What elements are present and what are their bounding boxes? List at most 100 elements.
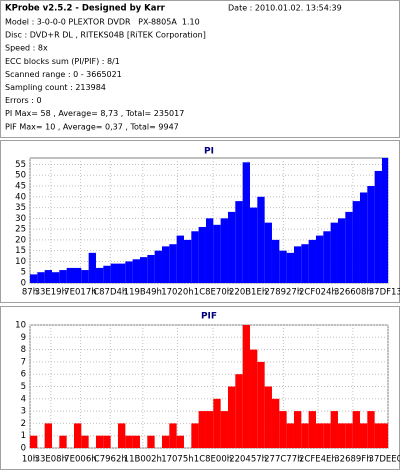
bar: [154, 250, 162, 283]
scan-date: Date : 2010.01.02. 13:54:39: [228, 4, 342, 13]
x-tick-label: C7962h: [94, 455, 127, 465]
bar: [132, 435, 140, 448]
x-tick-label: 11B002h: [124, 455, 162, 465]
y-tick-label: 5: [21, 268, 26, 278]
bar: [30, 435, 38, 448]
bar: [81, 435, 89, 448]
bar: [125, 261, 133, 283]
bar: [323, 231, 331, 283]
y-tick-label: 2: [21, 419, 26, 429]
bar: [249, 349, 258, 448]
y-tick-label: 1: [21, 431, 26, 441]
bar: [227, 211, 236, 283]
bar: [125, 435, 133, 448]
bar: [359, 192, 368, 283]
bar: [286, 252, 294, 283]
bar: [308, 239, 316, 283]
bar: [176, 435, 184, 448]
bar: [330, 411, 338, 448]
x-tick-label: 7E006h: [64, 455, 96, 465]
info-line: PI Max= 58 , Average= 8,73 , Total= 2350…: [5, 109, 184, 118]
bar: [139, 257, 148, 283]
y-tick-label: 20: [15, 235, 26, 245]
bar: [367, 186, 375, 283]
bar: [220, 218, 228, 283]
y-tick-label: 55: [15, 160, 26, 170]
bar: [191, 231, 199, 283]
y-tick-label: 45: [15, 182, 26, 192]
x-tick-label: 119B49h: [124, 288, 162, 298]
bar: [264, 222, 272, 283]
x-tick-label: 1C8E00h: [194, 455, 232, 465]
bar: [374, 423, 382, 448]
bar: [117, 423, 126, 448]
bar: [103, 435, 111, 448]
bar: [337, 423, 346, 448]
x-tick-label: 87h: [22, 288, 38, 298]
info-line: Scanned range : 0 - 3665021: [5, 70, 122, 79]
bar: [315, 423, 324, 448]
bar: [235, 374, 243, 448]
y-tick-label: 10: [15, 257, 26, 267]
bar: [374, 170, 382, 283]
bar: [37, 272, 45, 283]
x-tick-label: 2CF024h: [299, 288, 337, 298]
bar: [330, 222, 338, 283]
bar: [81, 270, 89, 283]
x-tick-label: 7E017h: [64, 288, 96, 298]
info-line: Disc : DVD+R DL , RITEKS04B [RiTEK Corpo…: [5, 31, 206, 40]
bar: [44, 270, 52, 283]
bar: [132, 259, 140, 283]
x-tick-label: 17075h: [161, 455, 193, 465]
x-tick-label: 2CFE4Eh: [299, 455, 337, 465]
bar: [249, 207, 258, 283]
bar: [147, 435, 155, 448]
x-tick-label: 220B1Eh: [229, 288, 267, 298]
x-tick-label: 37DF13h: [369, 288, 400, 298]
y-tick-label: 5: [21, 382, 26, 392]
x-tick-label: 33E08h: [35, 455, 67, 465]
bar: [110, 263, 118, 283]
bar: [352, 201, 360, 283]
bar: [191, 423, 199, 448]
bar: [257, 361, 265, 448]
info-line: Errors : 0: [5, 96, 42, 105]
bar: [51, 272, 60, 283]
chart-title: PI: [204, 147, 214, 157]
x-tick-label: 277C77h: [264, 455, 302, 465]
bar: [242, 325, 250, 448]
bar: [264, 386, 272, 448]
chart-title: PIF: [201, 312, 217, 322]
bar: [337, 218, 346, 283]
bar: [293, 246, 302, 283]
x-tick-label: C87D4h: [93, 288, 127, 298]
y-tick-label: 30: [15, 214, 26, 224]
bar: [345, 423, 353, 448]
bar: [286, 423, 294, 448]
bar: [279, 250, 287, 283]
bar: [59, 435, 67, 448]
y-tick-label: 15: [15, 246, 26, 256]
bar: [315, 235, 324, 283]
bar: [30, 274, 38, 283]
y-tick-label: 35: [15, 203, 26, 213]
bar: [183, 239, 192, 283]
x-tick-label: 33E19h: [35, 288, 67, 298]
bar: [198, 411, 206, 448]
x-tick-label: 1C8E70h: [194, 288, 232, 298]
info-line: Model : 3-0-0-0 PLEXTOR DVDR PX-8805A 1.…: [5, 18, 200, 27]
bar: [161, 435, 170, 448]
y-tick-label: 4: [21, 394, 26, 404]
y-tick-label: 10: [15, 321, 26, 331]
info-panel: [0, 0, 400, 138]
bar: [103, 265, 111, 283]
bar: [169, 423, 177, 448]
info-line: Speed : 8x: [5, 44, 48, 53]
y-tick-label: 8: [21, 345, 26, 355]
app-title: KProbe v2.5.2 - Designed by Karr: [5, 4, 166, 14]
y-tick-label: 6: [21, 370, 26, 380]
bar: [95, 267, 104, 283]
bar: [198, 226, 206, 283]
bar: [367, 411, 375, 448]
